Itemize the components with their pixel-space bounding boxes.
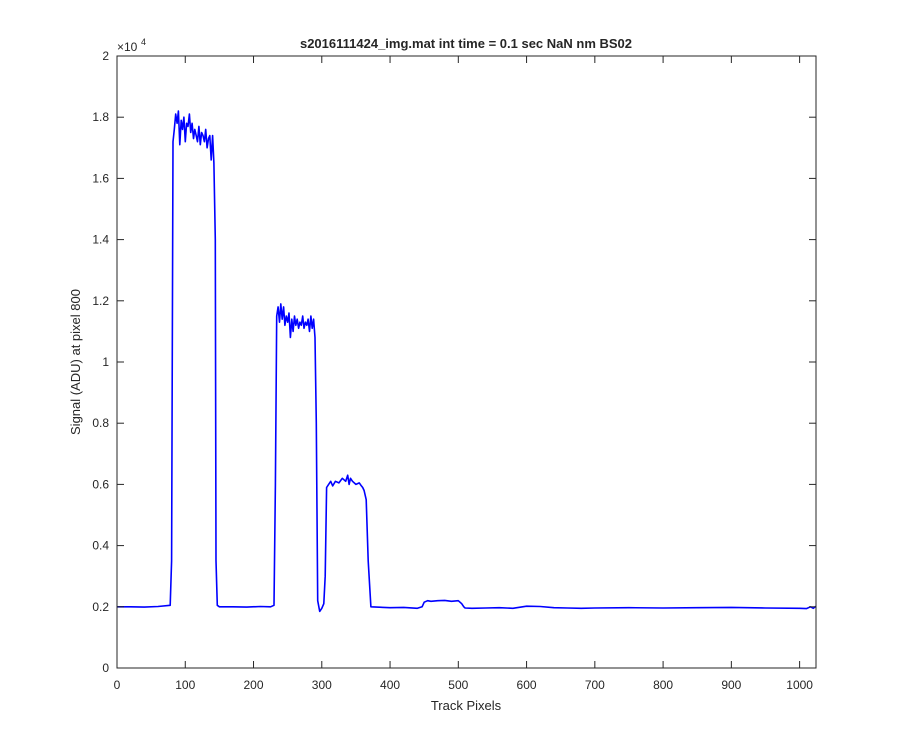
y-tick-label: 1.2 [92,294,109,308]
axes-background [117,56,816,668]
series-line [117,110,817,613]
y-tick-label: 2 [102,49,109,63]
y-tick-label: 0 [102,661,109,675]
x-axis-label: Track Pixels [431,698,502,713]
y-tick-label: 1.6 [92,171,109,185]
x-tick-label: 100 [175,678,195,692]
y-tick-label: 0.6 [92,477,109,491]
x-tick-label: 200 [244,678,264,692]
x-tick-label: 900 [721,678,741,692]
y-axis-ticks: 0 0.2 0.4 0.6 0.8 1 1.2 1.4 1.6 1.8 2 [92,49,816,675]
x-tick-label: 500 [448,678,468,692]
x-tick-label: 800 [653,678,673,692]
y-axis-label: Signal (ADU) at pixel 800 [68,289,83,435]
x-tick-label: 700 [585,678,605,692]
x-tick-label: 300 [312,678,332,692]
x-tick-label: 0 [114,678,121,692]
y-exponent-power: 4 [141,37,146,47]
y-exponent-base: ×10 [117,40,138,54]
y-exponent-label: ×10 4 [117,37,146,54]
y-tick-label: 1.4 [92,233,109,247]
x-tick-label: 600 [517,678,537,692]
y-tick-label: 0.4 [92,539,109,553]
y-tick-label: 1.8 [92,110,109,124]
series-layer [117,110,817,613]
x-axis-ticks: 0 100 200 300 400 500 600 700 800 900 1000 [114,56,813,692]
y-tick-label: 0.2 [92,600,109,614]
chart-title: s2016111424_img.mat int time = 0.1 sec N… [300,36,632,51]
x-tick-label: 400 [380,678,400,692]
y-tick-label: 1 [102,355,109,369]
x-tick-label: 1000 [786,678,813,692]
y-tick-label: 0.8 [92,416,109,430]
